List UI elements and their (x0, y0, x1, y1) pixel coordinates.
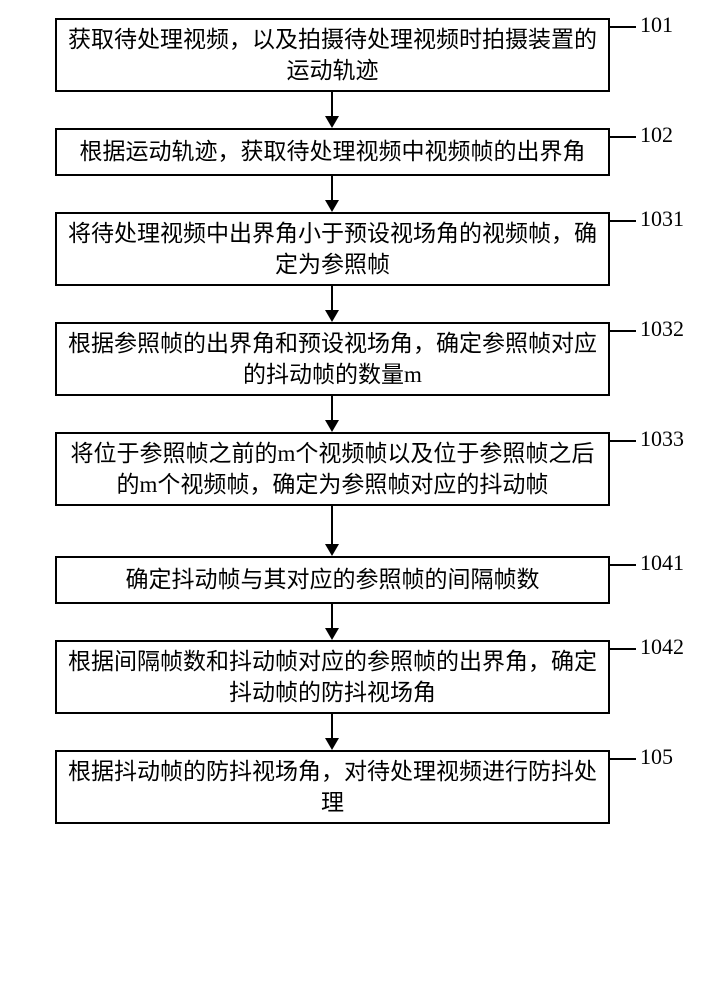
arrow-1033-1041-head (325, 544, 339, 556)
node-105-text: 根据抖动帧的防抖视场角，对待处理视频进行防抖处理 (68, 756, 597, 818)
stub-102 (610, 136, 636, 138)
node-101-text: 获取待处理视频，以及拍摄待处理视频时拍摄装置的运动轨迹 (68, 24, 597, 86)
node-1041: 确定抖动帧与其对应的参照帧的间隔帧数 (55, 556, 610, 604)
stub-1032 (610, 330, 636, 332)
arrow-101-102-line (331, 92, 333, 116)
label-102: 102 (640, 122, 673, 148)
label-1032: 1032 (640, 316, 684, 342)
label-1042: 1042 (640, 634, 684, 660)
arrow-1041-1042-line (331, 604, 333, 628)
arrow-1031-1032-head (325, 310, 339, 322)
arrow-1042-105-line (331, 714, 333, 738)
label-105: 105 (640, 744, 673, 770)
stub-105 (610, 758, 636, 760)
node-1033-text: 将位于参照帧之前的m个视频帧以及位于参照帧之后的m个视频帧，确定为参照帧对应的抖… (71, 438, 595, 500)
node-101: 获取待处理视频，以及拍摄待处理视频时拍摄装置的运动轨迹 (55, 18, 610, 92)
node-102-text: 根据运动轨迹，获取待处理视频中视频帧的出界角 (80, 136, 586, 167)
arrow-102-1031-head (325, 200, 339, 212)
arrow-101-102-head (325, 116, 339, 128)
label-101: 101 (640, 12, 673, 38)
label-1041: 1041 (640, 550, 684, 576)
arrow-1033-1041-line (331, 506, 333, 544)
node-1031: 将待处理视频中出界角小于预设视场角的视频帧，确定为参照帧 (55, 212, 610, 286)
node-1032-text: 根据参照帧的出界角和预设视场角，确定参照帧对应的抖动帧的数量m (68, 328, 597, 390)
stub-1031 (610, 220, 636, 222)
label-1033: 1033 (640, 426, 684, 452)
node-102: 根据运动轨迹，获取待处理视频中视频帧的出界角 (55, 128, 610, 176)
node-1042: 根据间隔帧数和抖动帧对应的参照帧的出界角，确定抖动帧的防抖视场角 (55, 640, 610, 714)
arrow-102-1031-line (331, 176, 333, 200)
arrow-1042-105-head (325, 738, 339, 750)
stub-1041 (610, 564, 636, 566)
stub-101 (610, 26, 636, 28)
label-1031: 1031 (640, 206, 684, 232)
node-1042-text: 根据间隔帧数和抖动帧对应的参照帧的出界角，确定抖动帧的防抖视场角 (68, 646, 597, 708)
stub-1033 (610, 440, 636, 442)
arrow-1031-1032-line (331, 286, 333, 310)
flowchart-canvas: 获取待处理视频，以及拍摄待处理视频时拍摄装置的运动轨迹 101 根据运动轨迹，获… (0, 0, 713, 1000)
arrow-1041-1042-head (325, 628, 339, 640)
node-1032: 根据参照帧的出界角和预设视场角，确定参照帧对应的抖动帧的数量m (55, 322, 610, 396)
stub-1042 (610, 648, 636, 650)
arrow-1032-1033-line (331, 396, 333, 420)
node-1031-text: 将待处理视频中出界角小于预设视场角的视频帧，确定为参照帧 (68, 218, 597, 280)
arrow-1032-1033-head (325, 420, 339, 432)
node-1041-text: 确定抖动帧与其对应的参照帧的间隔帧数 (126, 564, 540, 595)
node-105: 根据抖动帧的防抖视场角，对待处理视频进行防抖处理 (55, 750, 610, 824)
node-1033: 将位于参照帧之前的m个视频帧以及位于参照帧之后的m个视频帧，确定为参照帧对应的抖… (55, 432, 610, 506)
